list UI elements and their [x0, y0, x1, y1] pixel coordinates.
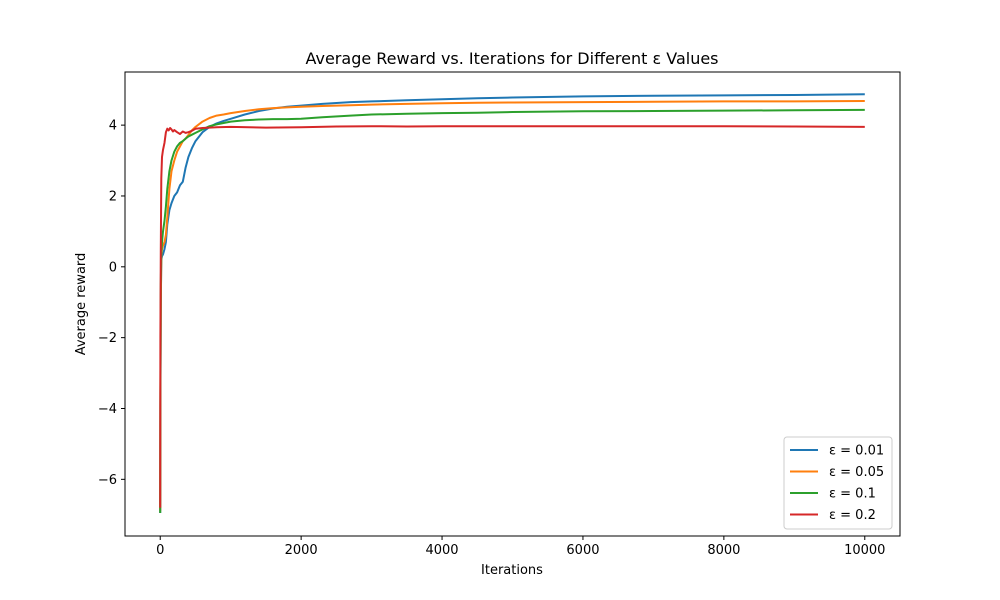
x-tick-label: 8000	[707, 543, 740, 558]
y-tick-label: 2	[109, 189, 117, 204]
legend: ε = 0.01 ε = 0.05 ε = 0.1 ε = 0.2	[783, 436, 893, 530]
chart-title: Average Reward vs. Iterations for Differ…	[305, 49, 718, 68]
legend-box	[783, 436, 893, 530]
legend-label-3: ε = 0.2	[829, 508, 876, 523]
x-tick-label: 4000	[425, 543, 458, 558]
y-axis-ticks: −6 −4 −2 0 2 4	[98, 119, 125, 488]
y-tick-label: −2	[98, 331, 117, 346]
series-line-2	[159, 108, 865, 514]
series-layer	[159, 93, 865, 514]
y-tick-label: 0	[109, 260, 117, 275]
x-tick-label: 10000	[844, 543, 885, 558]
y-axis-label: Average reward	[74, 253, 89, 356]
x-tick-label: 2000	[285, 543, 318, 558]
x-axis-ticks: 0 2000 4000 6000 8000 10000	[156, 536, 885, 558]
y-tick-label: −6	[98, 473, 117, 488]
x-tick-label: 0	[156, 543, 164, 558]
legend-label-1: ε = 0.05	[829, 465, 884, 480]
x-tick-label: 6000	[566, 543, 599, 558]
series-line-1	[159, 100, 865, 512]
plot-frame	[124, 71, 901, 537]
series-line-3	[159, 125, 865, 508]
legend-label-2: ε = 0.1	[829, 487, 876, 502]
x-axis-label: Iterations	[481, 563, 543, 578]
y-tick-label: −4	[98, 402, 117, 417]
series-line-0	[159, 93, 865, 514]
legend-label-0: ε = 0.01	[829, 444, 884, 459]
y-tick-label: 4	[109, 119, 117, 134]
